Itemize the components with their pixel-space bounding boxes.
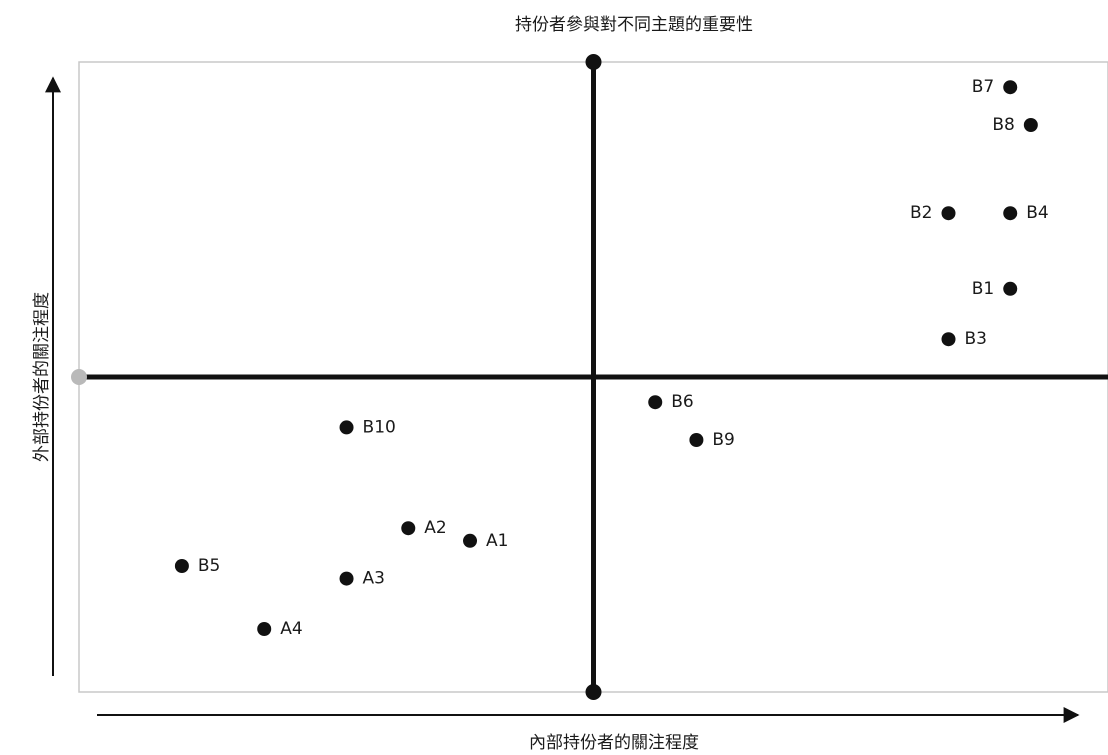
data-point-b1: B1 bbox=[972, 279, 1018, 299]
point-label: B3 bbox=[965, 329, 987, 349]
horizontal-line-left-endpoint bbox=[71, 369, 87, 385]
point-label: B5 bbox=[198, 556, 220, 576]
point-marker bbox=[401, 521, 416, 536]
point-marker bbox=[174, 559, 189, 573]
point-marker bbox=[1003, 206, 1018, 221]
point-marker bbox=[339, 420, 354, 435]
data-point-b9: B9 bbox=[689, 430, 735, 450]
point-marker bbox=[257, 622, 272, 636]
point-marker bbox=[1003, 281, 1018, 296]
y-axis-label: 外部持份者的關注程度 bbox=[32, 292, 52, 462]
point-label: B8 bbox=[992, 115, 1014, 135]
data-points: B7 B8 B2 B4 B1 B3 B6 B9 B10 A2 A1 B5 A3 A4 bbox=[174, 77, 1049, 639]
point-marker bbox=[1023, 118, 1038, 132]
x-axis-label: 內部持份者的關注程度 bbox=[529, 733, 699, 753]
point-marker bbox=[648, 395, 663, 410]
data-point-a2: A2 bbox=[401, 518, 447, 538]
point-marker bbox=[339, 571, 354, 586]
data-point-b8: B8 bbox=[992, 115, 1038, 135]
vertical-line-bottom-endpoint bbox=[585, 684, 602, 700]
point-label: A3 bbox=[363, 569, 385, 589]
point-marker bbox=[463, 533, 478, 548]
point-label: B1 bbox=[972, 279, 994, 299]
point-label: A1 bbox=[486, 531, 508, 551]
point-label: B10 bbox=[363, 417, 396, 437]
data-point-b5: B5 bbox=[174, 556, 220, 576]
data-point-a4: A4 bbox=[257, 619, 303, 639]
point-label: B9 bbox=[712, 430, 734, 450]
point-label: A4 bbox=[280, 619, 302, 639]
point-label: B7 bbox=[972, 77, 994, 97]
data-point-a1: A1 bbox=[463, 531, 508, 551]
point-label: A2 bbox=[424, 518, 446, 538]
data-point-b2: B2 bbox=[910, 203, 956, 223]
vertical-line-top-endpoint bbox=[585, 54, 602, 70]
data-point-b10: B10 bbox=[339, 417, 396, 437]
point-marker bbox=[941, 332, 956, 347]
data-point-a3: A3 bbox=[339, 569, 385, 589]
chart-title: 持份者參與對不同主題的重要性 bbox=[515, 15, 753, 35]
data-point-b7: B7 bbox=[972, 77, 1018, 97]
data-point-b6: B6 bbox=[648, 392, 694, 412]
data-point-b4: B4 bbox=[1003, 203, 1049, 223]
point-marker bbox=[941, 206, 956, 221]
point-label: B6 bbox=[671, 392, 693, 412]
point-label: B2 bbox=[910, 203, 932, 223]
point-marker bbox=[689, 433, 704, 447]
point-label: B4 bbox=[1026, 203, 1048, 223]
data-point-b3: B3 bbox=[941, 329, 987, 349]
point-marker bbox=[1003, 80, 1018, 95]
